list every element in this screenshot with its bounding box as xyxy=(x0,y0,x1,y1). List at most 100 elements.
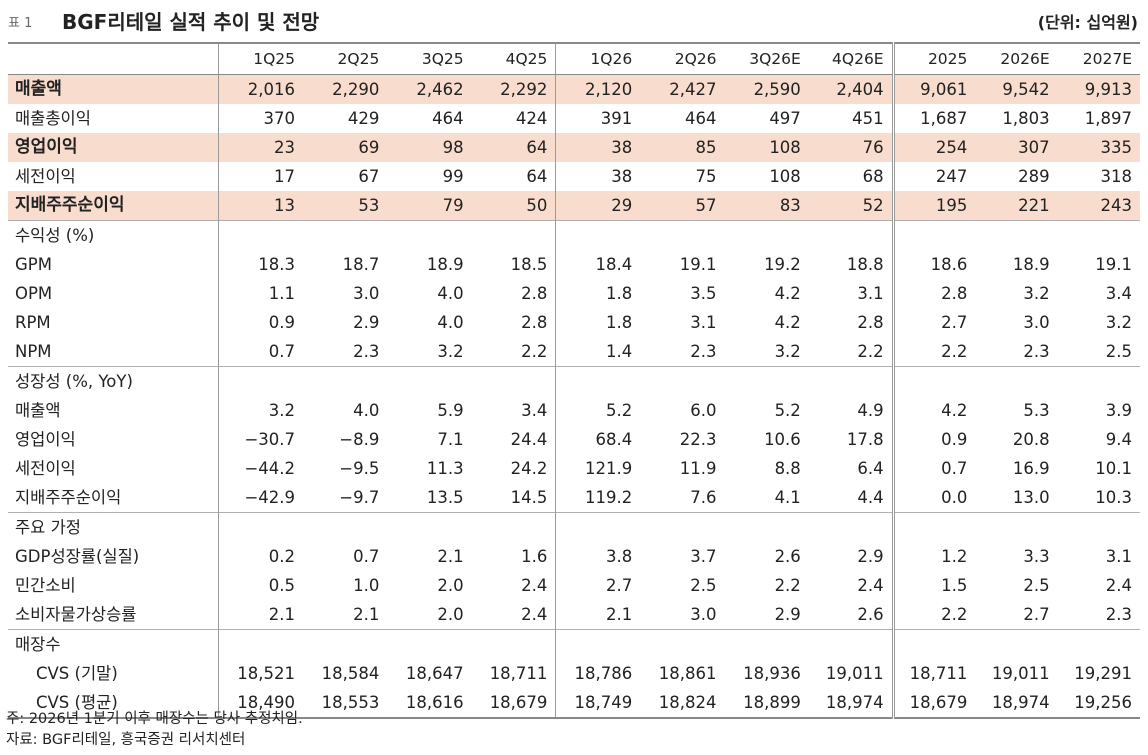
table-cell xyxy=(724,366,809,396)
table-cell: 57 xyxy=(640,191,725,221)
table-row: 지배주주순이익 −42.9 −9.7 13.5 14.5 119.2 7.6 4.1 4.4 0.… xyxy=(8,483,1140,513)
table-cell: 3.2 xyxy=(218,396,304,425)
table-cell xyxy=(891,220,976,250)
table-cell: 18,647 xyxy=(405,664,464,683)
table-cell: 3.4 xyxy=(1105,284,1132,303)
table-cell: 14.5 xyxy=(510,488,548,507)
table-row: 주요 가정 xyxy=(8,512,1140,542)
table-cell: 3.5 xyxy=(690,284,717,303)
table-cell xyxy=(1057,629,1140,659)
table-cell: 370 xyxy=(218,104,304,133)
table-cell: 2.5 xyxy=(1105,342,1132,361)
table-cell: 6.4 xyxy=(857,459,884,478)
table-row: 영업이익 −30.7 −8.9 7.1 24.4 68.4 22.3 10.6 17.8 0.9 2… xyxy=(8,425,1140,454)
table-cell xyxy=(387,629,472,659)
table-cell: 9,542 xyxy=(975,74,1058,104)
footnote: 주: 2026년 1분기 이후 매장수는 당사 추정치임. xyxy=(6,711,303,727)
table-cell: 18,749 xyxy=(555,688,641,719)
table-cell: 429 xyxy=(347,109,380,128)
row-label: 세전이익 xyxy=(15,167,76,186)
table-cell: 10.3 xyxy=(1095,488,1132,507)
table-cell xyxy=(640,220,725,250)
table-cell: 18,899 xyxy=(724,688,809,719)
table-cell xyxy=(1057,366,1140,396)
table-cell xyxy=(387,512,472,542)
table-cell: −42.9 xyxy=(218,483,304,513)
table-cell: 17.8 xyxy=(846,430,884,449)
table-cell: 464 xyxy=(685,109,717,128)
table-row: 수익성 (%) xyxy=(8,220,1140,250)
table-cell: 289 xyxy=(1018,167,1050,186)
table-cell: 18.6 xyxy=(891,250,976,279)
table-cell: 2.3 xyxy=(690,342,717,361)
table-cell: 391 xyxy=(555,104,641,133)
table-cell: 2,292 xyxy=(471,74,556,104)
table-cell xyxy=(1057,512,1140,542)
column-header: 2027E xyxy=(1057,42,1140,75)
table-cell: 3.2 xyxy=(1023,284,1050,303)
table-cell: 19,256 xyxy=(1057,688,1140,719)
table-cell: 9.4 xyxy=(1105,430,1132,449)
table-cell: 2.8 xyxy=(891,279,976,308)
column-header: 2026E xyxy=(975,42,1058,75)
row-label: CVS (기말) xyxy=(36,664,118,683)
table-cell: 75 xyxy=(695,167,717,186)
table-cell: 18,521 xyxy=(218,659,304,688)
table-cell: 1.0 xyxy=(353,576,380,595)
table-cell: 98 xyxy=(387,133,472,162)
table-cell: 451 xyxy=(852,109,884,128)
row-label: NPM xyxy=(15,342,52,361)
table-cell xyxy=(303,629,388,659)
table-cell: 0.5 xyxy=(218,571,304,600)
table-cell: 0.0 xyxy=(891,483,976,513)
table-cell: 2.9 xyxy=(857,547,884,566)
table-cell: 3.7 xyxy=(690,547,717,566)
table-cell: 1.8 xyxy=(555,308,641,337)
table-cell: 5.2 xyxy=(555,396,641,425)
table-cell xyxy=(808,512,894,542)
table-cell: 221 xyxy=(975,191,1058,221)
table-row: CVS (기말) 18,521 18,584 18,647 18,711 18,786 18… xyxy=(8,659,1140,688)
table-row: 세전이익 17 67 99 64 38 75 108 68 247 289 318 xyxy=(8,162,1140,191)
table-cell: 18,824 xyxy=(640,688,725,719)
table-cell xyxy=(891,366,976,396)
table-cell: 108 xyxy=(769,167,801,186)
table-cell xyxy=(303,512,388,542)
table-cell: 2.6 xyxy=(774,547,801,566)
table-cell: 3.3 xyxy=(1023,547,1050,566)
table-cell: 2.2 xyxy=(521,342,548,361)
table-cell: 4.2 xyxy=(891,396,976,425)
table-cell: 4.0 xyxy=(437,284,464,303)
table-cell: 18.8 xyxy=(846,255,884,274)
row-label: 세전이익 xyxy=(15,459,76,478)
table-cell: 2,016 xyxy=(218,74,304,104)
row-label: 민간소비 xyxy=(15,576,76,595)
table-cell: 5.9 xyxy=(437,401,464,420)
table-cell: 64 xyxy=(471,133,556,162)
table-cell: 83 xyxy=(724,191,809,221)
table-cell: 7.6 xyxy=(690,488,717,507)
table-cell xyxy=(387,220,472,250)
table-cell: 2.1 xyxy=(353,605,380,624)
table-cell: 2.7 xyxy=(1023,605,1050,624)
table-cell: 7.1 xyxy=(437,430,464,449)
table-cell: 6.0 xyxy=(690,401,717,420)
table-cell: 9,061 xyxy=(891,74,976,104)
table-cell: 18.9 xyxy=(426,255,464,274)
table-cell xyxy=(724,629,809,659)
table-cell: 16.9 xyxy=(1012,459,1050,478)
table-cell: 243 xyxy=(1057,191,1140,221)
table-cell: 18,711 xyxy=(489,664,548,683)
row-label: GPM xyxy=(15,255,52,274)
table-row: 소비자물가상승률 2.1 2.1 2.0 2.4 2.1 3.0 2.9 2.6 2.2 2.7 2.… xyxy=(8,600,1140,630)
table-cell: 18,861 xyxy=(658,664,717,683)
table-cell: 3.9 xyxy=(1105,401,1132,420)
table-cell xyxy=(303,220,388,250)
table-cell: 18,490 xyxy=(218,688,304,719)
table-cell: 4.0 xyxy=(437,313,464,332)
table-cell: 79 xyxy=(387,191,472,221)
table-cell: 1,687 xyxy=(891,104,976,133)
column-header: 2025 xyxy=(891,42,976,75)
table-cell: 2,290 xyxy=(303,74,388,104)
table-cell: 335 xyxy=(1057,133,1140,162)
